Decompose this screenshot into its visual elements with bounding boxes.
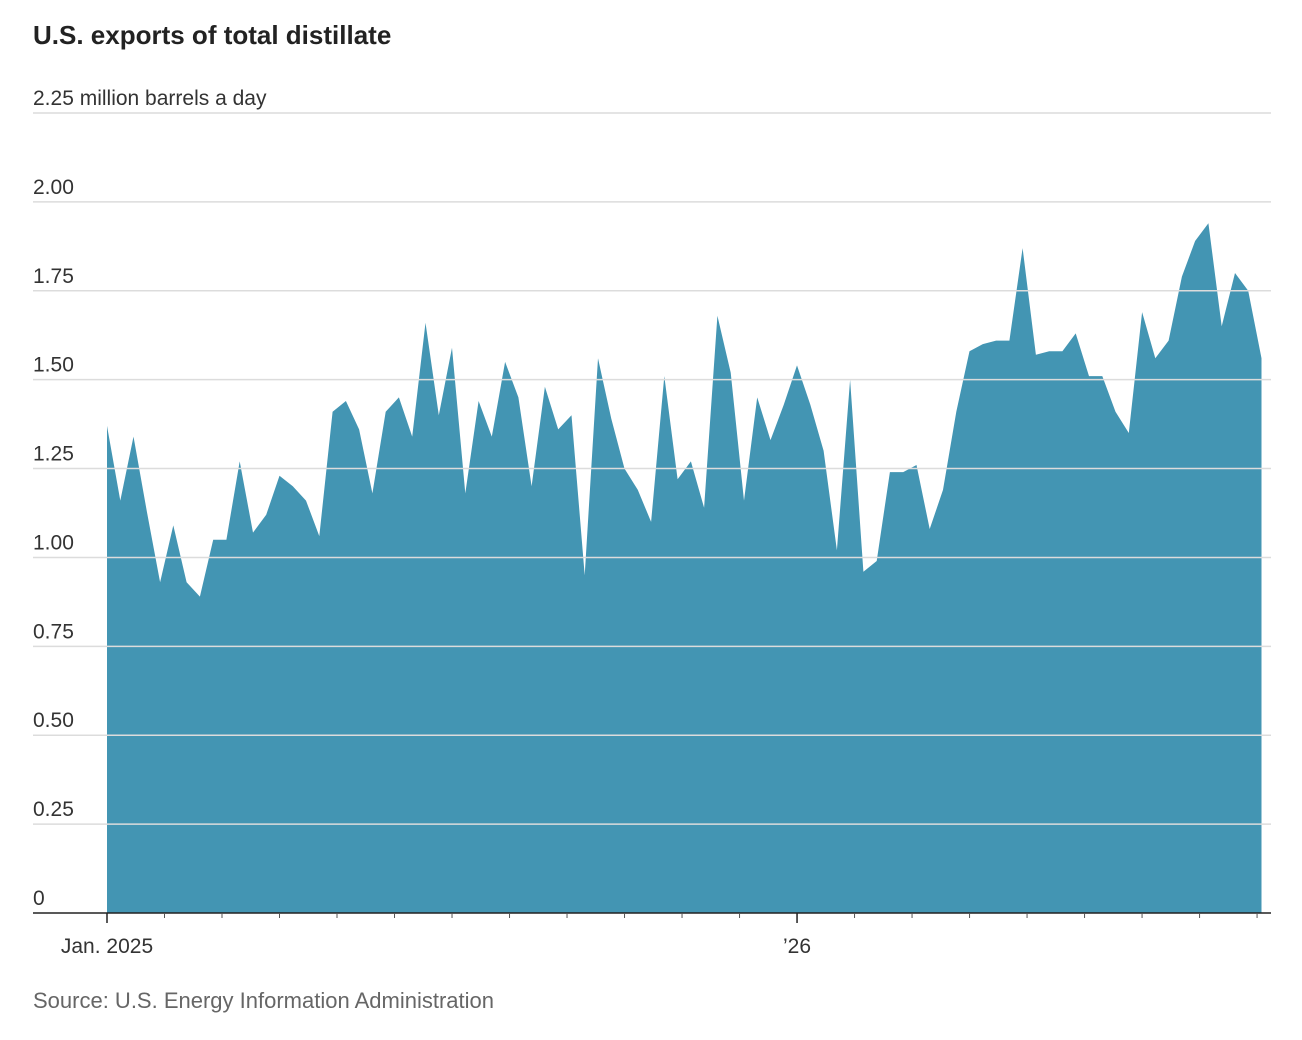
y-tick-label: 0 xyxy=(33,887,45,910)
x-tick-label: ’26 xyxy=(783,935,811,958)
y-tick-label: 0.50 xyxy=(33,709,74,732)
source: Source: U.S. Energy Information Administ… xyxy=(33,988,494,1013)
y-tick-label: 2.00 xyxy=(33,176,74,199)
y-tick-label: 2.25 million barrels a day xyxy=(33,87,267,110)
area xyxy=(107,223,1262,913)
y-tick-label: 0.25 xyxy=(33,798,74,821)
x-tick-label: Jan. 2025 xyxy=(61,935,153,958)
y-tick-label: 1.00 xyxy=(33,531,74,554)
y-tick-label: 1.75 xyxy=(33,265,74,288)
y-tick-label: 1.25 xyxy=(33,443,74,466)
y-tick-label: 0.75 xyxy=(33,620,74,643)
chart-title: U.S. exports of total distillate xyxy=(33,20,391,50)
y-tick-label: 1.50 xyxy=(33,354,74,377)
